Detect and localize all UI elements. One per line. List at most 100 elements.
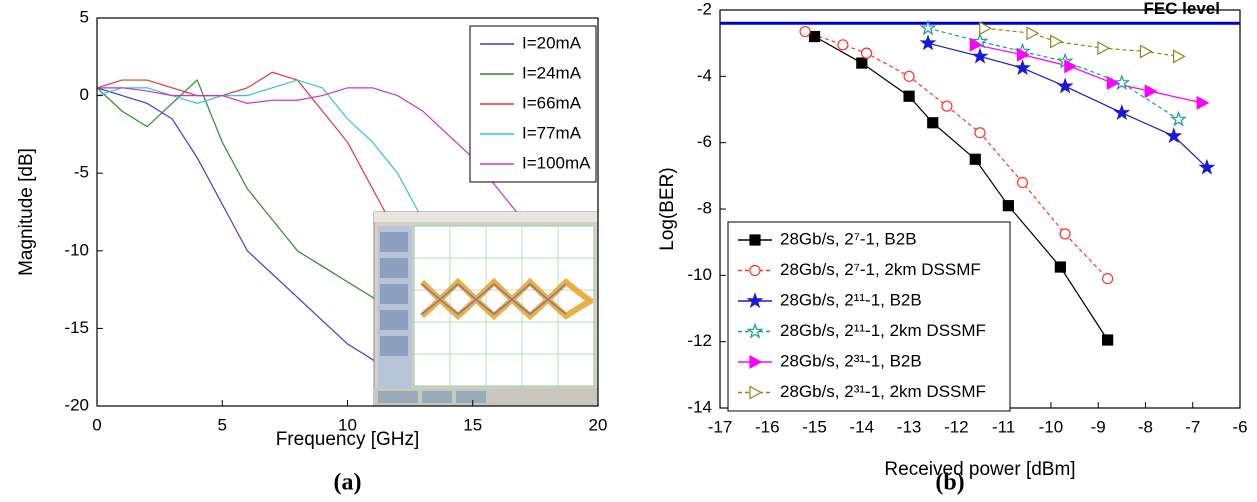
marker	[1016, 47, 1030, 62]
legend-label: I=66mA	[522, 93, 582, 112]
marker	[1026, 26, 1040, 41]
x-tick-label: -13	[897, 417, 922, 436]
y-tick-label: 5	[80, 7, 89, 26]
marker	[1102, 334, 1114, 346]
x-tick-label: -11	[992, 417, 1015, 436]
legend-label: I=24mA	[522, 63, 582, 82]
x-tick-label: 5	[218, 415, 227, 434]
marker	[969, 153, 981, 165]
marker	[1097, 41, 1111, 56]
legend-marker	[749, 385, 763, 400]
marker	[919, 19, 937, 36]
y-tick-label: -10	[687, 265, 712, 284]
marker	[979, 21, 992, 36]
y-axis-label: Magnitude [dB]	[16, 148, 37, 276]
legend-box	[727, 221, 1011, 412]
legend-label: 28Gb/s, 2³¹-1, 2km DSSMF	[780, 382, 986, 401]
y-axis-label: Log(BER)	[657, 167, 678, 250]
x-tick-label: -7	[1185, 417, 1200, 436]
y-tick-label: -5	[74, 163, 89, 182]
series-line	[97, 87, 411, 406]
y-tick-label: -2	[697, 0, 712, 18]
marker	[1113, 103, 1131, 120]
marker	[1106, 75, 1120, 90]
marker	[971, 47, 989, 64]
legend-label: 28Gb/s, 2¹¹-1, 2km DSSMF	[780, 321, 986, 340]
legend-label: I=100mA	[522, 153, 591, 172]
marker	[1198, 158, 1216, 175]
x-tick-label: -6	[1232, 417, 1247, 436]
x-tick-label: 10	[338, 415, 357, 434]
marker	[1054, 261, 1066, 273]
series-line	[814, 36, 1109, 341]
marker	[919, 34, 937, 51]
marker	[1113, 74, 1131, 91]
marker	[969, 37, 983, 52]
y-tick-label: -6	[697, 132, 712, 151]
marker	[1059, 228, 1071, 240]
legend-marker	[749, 264, 761, 277]
marker	[808, 30, 821, 43]
eye-diagram-inset	[373, 211, 599, 407]
y-tick-label: -4	[697, 66, 712, 85]
marker	[927, 117, 939, 129]
x-tick-label: 15	[463, 415, 482, 434]
marker	[1144, 84, 1158, 99]
y-tick-label: 0	[80, 85, 89, 104]
x-tick-label: -17	[708, 417, 733, 436]
x-tick-label: -15	[802, 417, 827, 436]
x-tick-label: 0	[92, 415, 101, 434]
marker	[1102, 273, 1114, 285]
legend-marker	[749, 354, 763, 370]
x-tick-label: 20	[589, 415, 608, 434]
marker	[1165, 127, 1183, 144]
marker	[1016, 176, 1029, 189]
legend-label: 28Gb/s, 2³¹-1, B2B	[780, 351, 922, 370]
marker	[860, 47, 873, 59]
y-tick-label: -15	[64, 318, 89, 337]
marker	[903, 90, 915, 102]
legend-marker	[746, 322, 764, 339]
y-tick-label: -10	[64, 240, 89, 259]
reference-label: FEC level	[1143, 0, 1220, 18]
legend-marker	[746, 292, 764, 309]
plot-frame	[96, 17, 599, 407]
x-tick-label: -12	[944, 417, 969, 436]
x-tick-label: -8	[1138, 417, 1153, 436]
marker	[856, 57, 868, 69]
marker	[1014, 59, 1031, 76]
marker	[903, 70, 915, 82]
legend-label: I=20mA	[522, 33, 582, 52]
x-axis-label: Received power [dBm]	[884, 459, 1075, 480]
marker	[941, 100, 953, 112]
legend-marker	[749, 234, 761, 246]
x-tick-label: -9	[1091, 417, 1106, 436]
marker	[1172, 49, 1186, 64]
x-axis-label: Frequency [GHz]	[276, 429, 420, 450]
y-tick-label: -14	[687, 397, 712, 416]
marker	[1170, 110, 1187, 127]
legend-label: 28Gb/s, 2⁷-1, B2B	[780, 229, 917, 248]
caption: (b)	[935, 470, 964, 496]
marker	[1002, 200, 1014, 212]
legend-label: I=77mA	[522, 123, 582, 142]
marker	[974, 127, 986, 139]
caption: (a)	[334, 470, 362, 496]
marker	[1196, 95, 1210, 110]
legend-label: 28Gb/s, 2⁷-1, 2km DSSMF	[780, 260, 981, 279]
x-tick-label: -14	[850, 417, 875, 436]
marker	[1064, 59, 1078, 74]
marker	[1050, 34, 1063, 49]
series-line	[975, 44, 1203, 104]
y-tick-label: -8	[697, 198, 712, 217]
marker	[799, 25, 811, 38]
marker	[1056, 77, 1074, 94]
marker	[837, 39, 849, 51]
legend-label: 28Gb/s, 2¹¹-1, B2B	[780, 290, 922, 309]
series-line	[97, 87, 598, 283]
y-tick-label: -12	[687, 331, 712, 350]
y-tick-label: -20	[64, 395, 89, 414]
x-tick-label: -10	[1039, 417, 1064, 436]
